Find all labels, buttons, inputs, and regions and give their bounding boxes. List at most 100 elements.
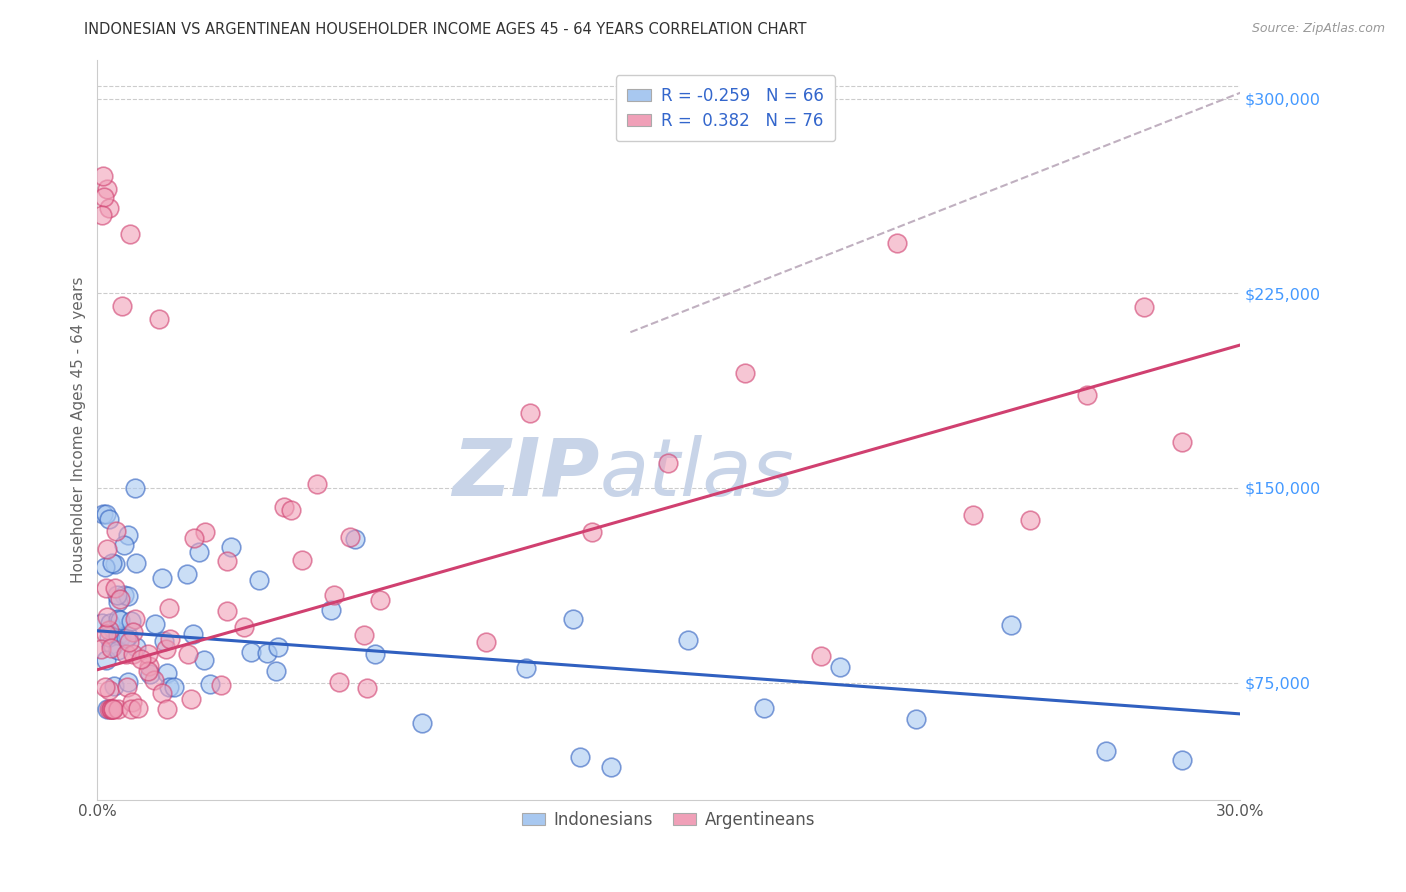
Point bbox=[100, 641, 122, 656]
Point bbox=[752, 701, 775, 715]
Point bbox=[215, 604, 238, 618]
Point bbox=[290, 553, 312, 567]
Point bbox=[323, 588, 346, 602]
Point bbox=[118, 635, 141, 649]
Point bbox=[103, 701, 125, 715]
Point bbox=[91, 507, 114, 521]
Point bbox=[1133, 300, 1156, 314]
Point bbox=[153, 633, 176, 648]
Point bbox=[221, 541, 243, 555]
Point bbox=[904, 713, 927, 727]
Point bbox=[515, 661, 537, 675]
Point bbox=[91, 169, 114, 184]
Point bbox=[101, 639, 124, 653]
Point bbox=[90, 641, 112, 656]
Point bbox=[101, 556, 124, 570]
Point bbox=[96, 610, 118, 624]
Point bbox=[1019, 513, 1042, 527]
Point bbox=[100, 636, 122, 650]
Point bbox=[117, 680, 139, 694]
Point bbox=[828, 660, 851, 674]
Point bbox=[105, 524, 128, 538]
Point bbox=[94, 653, 117, 667]
Point bbox=[150, 571, 173, 585]
Point bbox=[117, 674, 139, 689]
Point bbox=[122, 625, 145, 640]
Point bbox=[159, 601, 181, 615]
Point bbox=[125, 556, 148, 570]
Point bbox=[581, 524, 603, 539]
Point bbox=[107, 701, 129, 715]
Point bbox=[93, 680, 115, 694]
Text: Source: ZipAtlas.com: Source: ZipAtlas.com bbox=[1251, 22, 1385, 36]
Point bbox=[183, 532, 205, 546]
Point bbox=[107, 612, 129, 626]
Point bbox=[91, 208, 114, 222]
Point bbox=[562, 612, 585, 626]
Point bbox=[569, 749, 592, 764]
Point bbox=[232, 620, 254, 634]
Point bbox=[115, 647, 138, 661]
Point bbox=[110, 629, 132, 643]
Point bbox=[962, 508, 984, 523]
Point bbox=[264, 665, 287, 679]
Point bbox=[193, 525, 215, 540]
Point bbox=[136, 664, 159, 678]
Point bbox=[101, 622, 124, 636]
Point bbox=[209, 678, 232, 692]
Point bbox=[156, 701, 179, 715]
Point bbox=[98, 615, 121, 630]
Point bbox=[115, 631, 138, 645]
Point bbox=[267, 640, 290, 654]
Point bbox=[1076, 387, 1098, 401]
Point bbox=[108, 592, 131, 607]
Point bbox=[97, 701, 120, 715]
Point bbox=[411, 716, 433, 731]
Point bbox=[176, 567, 198, 582]
Point bbox=[107, 594, 129, 608]
Point bbox=[104, 557, 127, 571]
Point bbox=[103, 679, 125, 693]
Point bbox=[96, 702, 118, 716]
Point bbox=[1171, 753, 1194, 767]
Point bbox=[111, 299, 134, 313]
Point bbox=[734, 367, 756, 381]
Point bbox=[240, 645, 263, 659]
Point bbox=[100, 701, 122, 715]
Point bbox=[1171, 435, 1194, 450]
Point bbox=[343, 533, 366, 547]
Point bbox=[150, 685, 173, 699]
Point bbox=[139, 667, 162, 681]
Point bbox=[143, 673, 166, 688]
Point bbox=[120, 615, 142, 629]
Point bbox=[356, 681, 378, 695]
Point bbox=[159, 632, 181, 647]
Point bbox=[136, 647, 159, 661]
Point bbox=[110, 613, 132, 627]
Point bbox=[96, 626, 118, 640]
Point bbox=[94, 559, 117, 574]
Point bbox=[112, 538, 135, 552]
Point bbox=[353, 628, 375, 642]
Point bbox=[100, 701, 122, 715]
Point bbox=[886, 236, 908, 251]
Point bbox=[96, 182, 118, 196]
Text: ZIP: ZIP bbox=[453, 435, 600, 513]
Point bbox=[103, 701, 125, 715]
Point bbox=[198, 677, 221, 691]
Point bbox=[93, 190, 115, 204]
Point bbox=[94, 581, 117, 595]
Point bbox=[162, 680, 184, 694]
Point bbox=[112, 588, 135, 602]
Point bbox=[120, 227, 142, 241]
Point bbox=[129, 652, 152, 666]
Point bbox=[159, 680, 181, 694]
Point bbox=[280, 503, 302, 517]
Point bbox=[328, 675, 350, 690]
Point bbox=[107, 628, 129, 642]
Point bbox=[117, 590, 139, 604]
Point bbox=[98, 683, 121, 698]
Point bbox=[519, 406, 541, 420]
Point bbox=[117, 528, 139, 542]
Point bbox=[600, 759, 623, 773]
